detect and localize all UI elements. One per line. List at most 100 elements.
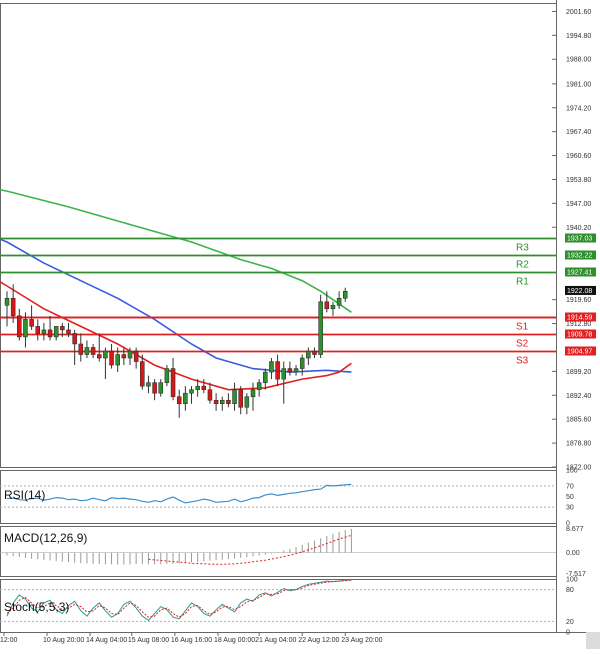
current-price-label: 1922.08 (567, 288, 592, 295)
candle-body (133, 350, 139, 362)
time-tick-label: 14 Aug 04:00 (86, 637, 127, 644)
candle-body (269, 361, 274, 373)
rsi-tick-label: 50 (566, 494, 574, 501)
candle-body (336, 298, 342, 306)
price-tick-label: 1872.00 (566, 465, 591, 472)
candle-body (343, 290, 348, 299)
candle-body (176, 396, 182, 404)
price-tick-label: 1988.00 (566, 57, 591, 64)
candle-body (189, 389, 194, 394)
candle-body (152, 382, 157, 394)
candle-body (318, 301, 323, 355)
candle-body (220, 399, 225, 404)
rsi-label: RSI(14) (4, 488, 45, 502)
level-price-tag-text: 1927.41 (567, 270, 592, 277)
stoch-tick-label: 20 (566, 619, 574, 626)
level-label-s2: S2 (516, 339, 529, 350)
macd-tick-label: 8.677 (566, 526, 584, 533)
candle-body (263, 371, 268, 383)
price-tick-label: 1953.80 (566, 177, 591, 184)
moving-average-line (0, 280, 352, 391)
price-tick-label: 2001.60 (566, 9, 591, 16)
candle-body (299, 357, 305, 369)
candle-body (109, 350, 114, 366)
candle-body (4, 298, 10, 306)
candle-body (97, 354, 102, 359)
level-price-tag (565, 267, 596, 277)
candle-body (312, 350, 317, 355)
macd-tick-label: 0.00 (566, 550, 580, 557)
price-tick-label: 1919.60 (566, 297, 591, 304)
rsi-tick-label: 70 (566, 483, 574, 490)
price-tick-label: 1960.60 (566, 153, 591, 160)
level-label-s3: S3 (516, 356, 529, 367)
level-price-tag-text: 1904.97 (567, 349, 592, 356)
candle-body (127, 350, 133, 359)
candle-body (213, 399, 219, 404)
candle-body (35, 326, 40, 334)
stoch-tick-label: 80 (566, 587, 574, 594)
candle-body (170, 368, 176, 397)
candle-body (66, 329, 71, 334)
candle-body (121, 354, 127, 359)
moving-average-line (0, 238, 352, 373)
candle-body (287, 368, 293, 373)
time-tick-label: 12:00 (0, 637, 18, 644)
candle-body (250, 389, 256, 397)
candle-body (146, 382, 151, 387)
level-price-tag-text: 1909.78 (567, 332, 592, 339)
time-tick-label: 21 Aug 04:00 (255, 637, 296, 644)
corner-badge (586, 632, 600, 649)
candle-body (78, 343, 84, 355)
rsi-tick-label: 30 (566, 505, 574, 512)
candle-body (207, 389, 213, 401)
candle-body (115, 354, 120, 366)
macd-signal-line (148, 534, 352, 565)
panel-frame-price (0, 3, 557, 468)
price-tick-label: 1974.20 (566, 105, 591, 112)
candle-body (201, 385, 207, 390)
moving-average-line (0, 188, 352, 313)
candle-body (164, 368, 170, 383)
rsi-line (6, 483, 352, 504)
price-tick-label: 1899.20 (566, 369, 591, 376)
panel-frame-rsi (0, 470, 557, 524)
candle-body (183, 392, 188, 404)
candle-body (72, 333, 77, 345)
candle-body (29, 319, 34, 327)
candle-body (23, 319, 28, 338)
macd-tick-label: -7.517 (566, 571, 586, 578)
current-price-tag (565, 285, 596, 295)
candle-body (232, 389, 237, 404)
candle-body (244, 396, 250, 408)
stoch-tick-label: 100 (566, 577, 578, 584)
candle-body (41, 329, 47, 334)
level-price-tag (565, 250, 596, 260)
candle-body (10, 298, 16, 317)
candle-body (281, 368, 286, 380)
price-tick-label: 1912.80 (566, 321, 591, 328)
level-price-tag-text: 1932.22 (567, 253, 592, 260)
price-tick-label: 1967.40 (566, 129, 591, 136)
candle-body (275, 361, 280, 380)
level-price-tag (565, 346, 596, 356)
candle-body (60, 326, 65, 331)
time-tick-label: 22 Aug 12:00 (298, 637, 339, 644)
price-tick-label: 1940.20 (566, 225, 591, 232)
stoch-tick-label: 0 (566, 630, 570, 637)
time-tick-label: 23 Aug 20:00 (341, 637, 382, 644)
candle-body (90, 347, 96, 355)
price-tick-label: 1885.60 (566, 417, 591, 424)
level-label-r1: R1 (516, 277, 529, 288)
candle-body (306, 350, 311, 359)
candle-body (330, 305, 336, 310)
time-tick-label: 18 Aug 00:00 (214, 637, 255, 644)
candle-body (47, 329, 53, 338)
level-price-tag-text: 1914.59 (567, 315, 592, 322)
level-label-r3: R3 (516, 243, 529, 254)
candle-body (256, 382, 262, 390)
level-price-tag-text: 1937.03 (567, 236, 592, 243)
price-tick-label: 1947.00 (566, 201, 591, 208)
level-price-tag (565, 233, 596, 243)
